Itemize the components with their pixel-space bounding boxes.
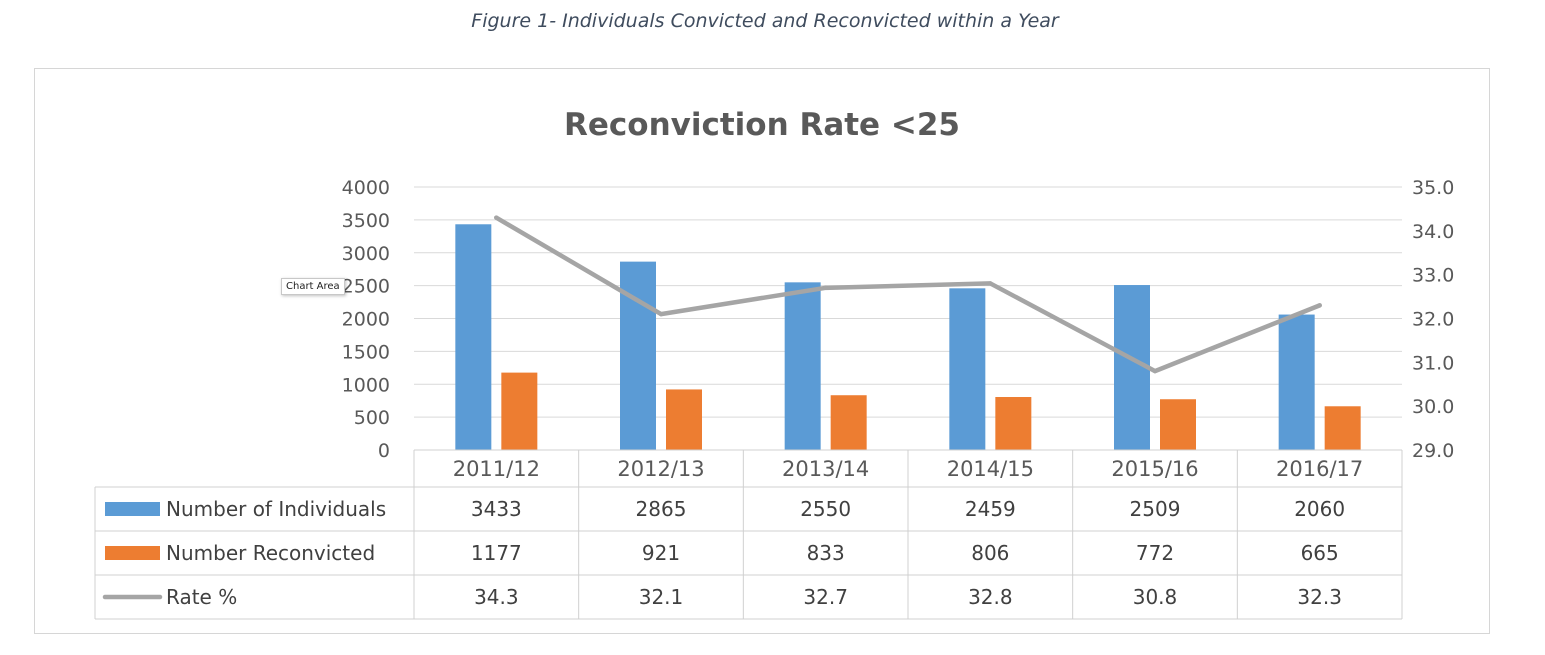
y-left-tick-label: 3500 bbox=[342, 210, 390, 232]
table-value-label: 2509 bbox=[1130, 497, 1181, 521]
x-category-label: 2015/16 bbox=[1111, 457, 1198, 481]
y-left-tick-label: 2500 bbox=[342, 276, 390, 298]
table-value-label: 30.8 bbox=[1133, 585, 1178, 609]
bar-number-reconvicted bbox=[1160, 399, 1196, 450]
figure-caption: Figure 1- Individuals Convicted and Reco… bbox=[471, 10, 1059, 32]
bar-number-reconvicted bbox=[1324, 406, 1361, 450]
legend-series-name: Rate % bbox=[166, 585, 237, 609]
table-value-label: 806 bbox=[971, 541, 1009, 565]
point-rate-percent bbox=[988, 281, 993, 286]
table-value-label: 921 bbox=[642, 541, 680, 565]
y-right-tick-label: 30.0 bbox=[1412, 396, 1454, 418]
y-right-tick-label: 31.0 bbox=[1412, 352, 1454, 374]
table-value-label: 2060 bbox=[1294, 497, 1345, 521]
y-right-tick-label: 34.0 bbox=[1412, 221, 1454, 243]
point-rate-percent bbox=[494, 215, 499, 220]
bar-number-of-individuals bbox=[949, 288, 986, 450]
y-left-tick-label: 500 bbox=[354, 407, 390, 429]
legend-series-name: Number Reconvicted bbox=[166, 541, 375, 565]
chart-title: Reconviction Rate <25 bbox=[564, 107, 960, 143]
x-category-label: 2013/14 bbox=[782, 457, 869, 481]
bar-number-reconvicted bbox=[666, 389, 702, 450]
point-rate-percent bbox=[1317, 303, 1322, 308]
y-right-tick-label: 33.0 bbox=[1412, 265, 1454, 287]
x-category-label: 2016/17 bbox=[1276, 457, 1363, 481]
y-left-tick-label: 1500 bbox=[342, 341, 390, 363]
point-rate-percent bbox=[658, 311, 664, 317]
y-left-tick-label: 0 bbox=[378, 440, 390, 462]
x-category-label: 2012/13 bbox=[617, 457, 704, 481]
legend-key-reconvicted bbox=[105, 546, 160, 560]
table-value-label: 32.3 bbox=[1297, 585, 1342, 609]
table-value-label: 34.3 bbox=[474, 585, 519, 609]
bar-number-of-individuals bbox=[455, 224, 492, 450]
table-value-label: 32.7 bbox=[803, 585, 848, 609]
table-value-label: 2865 bbox=[636, 497, 687, 521]
bar-number-reconvicted bbox=[830, 395, 867, 450]
table-value-label: 32.8 bbox=[968, 585, 1013, 609]
table-value-label: 2459 bbox=[965, 497, 1016, 521]
y-left-tick-label: 1000 bbox=[342, 374, 390, 396]
bar-number-reconvicted bbox=[501, 372, 538, 450]
x-category-label: 2011/12 bbox=[453, 457, 540, 481]
y-left-tick-label: 4000 bbox=[342, 177, 390, 199]
table-value-label: 772 bbox=[1136, 541, 1174, 565]
y-left-tick-label: 3000 bbox=[342, 243, 390, 265]
table-value-label: 665 bbox=[1301, 541, 1339, 565]
legend-key-individuals bbox=[105, 502, 160, 516]
line-rate-percent bbox=[494, 215, 1322, 374]
table-value-label: 3433 bbox=[471, 497, 522, 521]
chart-svg: Reconviction Rate <25 0 500 1000 1500 2000 250… bbox=[94, 107, 1454, 620]
point-rate-percent bbox=[823, 285, 828, 291]
table-value-label: 1177 bbox=[471, 541, 522, 565]
bar-number-of-individuals bbox=[620, 261, 656, 450]
bar-number-of-individuals bbox=[1278, 314, 1315, 450]
x-category-label: 2014/15 bbox=[947, 457, 1034, 481]
bar-number-reconvicted bbox=[995, 397, 1032, 450]
y-right-tick-label: 32.0 bbox=[1412, 309, 1454, 331]
table-value-label: 2550 bbox=[800, 497, 851, 521]
point-rate-percent bbox=[1152, 368, 1158, 374]
y-left-tick-label: 2000 bbox=[342, 309, 390, 331]
chart-area-tooltip: Chart Area bbox=[281, 278, 345, 295]
table-value-label: 32.1 bbox=[639, 585, 684, 609]
table-value-label: 833 bbox=[807, 541, 845, 565]
y-right-tick-label: 29.0 bbox=[1412, 440, 1454, 462]
bar-number-of-individuals bbox=[784, 282, 821, 450]
legend-series-name: Number of Individuals bbox=[166, 497, 386, 521]
chart-area[interactable]: Reconviction Rate <25 0 500 1000 1500 2000 250… bbox=[34, 68, 1490, 634]
y-right-tick-label: 35.0 bbox=[1412, 177, 1454, 199]
